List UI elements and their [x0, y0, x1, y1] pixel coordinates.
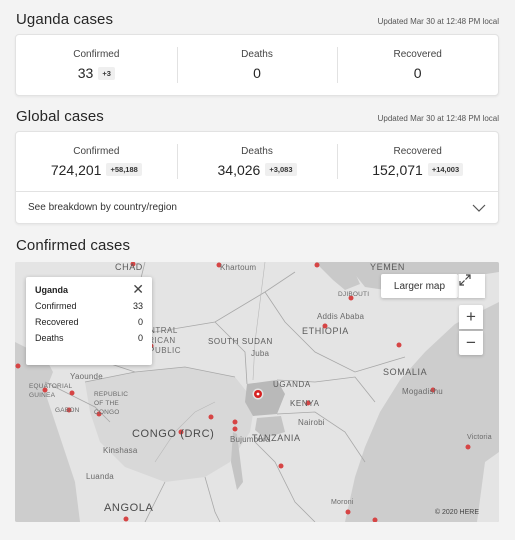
stat-delta-badge: +3,083	[265, 163, 297, 176]
larger-map-button[interactable]: Larger map	[381, 274, 458, 298]
map-label-chad: CHAD	[115, 262, 143, 272]
map-label-luanda: Luanda	[86, 472, 114, 481]
confirmed-section-header: Confirmed cases	[16, 237, 499, 254]
chevron-down-icon	[472, 199, 486, 217]
stat-delta-badge: +3	[98, 66, 115, 80]
uganda-stats-card: Confirmed 33 +3 Deaths 0 Recovered 0	[15, 34, 499, 96]
stat-value: 33	[77, 65, 94, 81]
uganda-confirmed-stat: Confirmed 33 +3	[16, 35, 177, 95]
map-label-south-sudan: SOUTH SUDAN	[208, 337, 273, 346]
breakdown-label: See breakdown by country/region	[28, 202, 177, 213]
zoom-in-button[interactable]: +	[459, 305, 483, 329]
map-label-tanzania: TANZANIA	[252, 433, 301, 443]
global-cases-title: Global cases	[16, 108, 104, 125]
map-background	[15, 262, 499, 522]
popup-title: Uganda	[35, 285, 69, 295]
popup-row-deaths: Deaths 0	[35, 333, 143, 343]
map-label-mogadishu: Mogadishu	[402, 387, 443, 396]
confirmed-cases-title: Confirmed cases	[16, 237, 131, 254]
global-section-header: Global cases Updated Mar 30 at 12:48 PM …	[16, 108, 499, 125]
popup-row-label: Deaths	[35, 333, 64, 343]
map-label-kinshasa: Kinshasa	[103, 446, 138, 455]
map-label-gabon: GABON	[55, 407, 80, 414]
zoom-out-button[interactable]: −	[459, 331, 483, 355]
stat-label: Confirmed	[73, 145, 120, 157]
global-stats-card: Confirmed 724,201 +58,188 Deaths 34,026 …	[15, 131, 499, 224]
popup-row-confirmed: Confirmed 33	[35, 301, 143, 311]
uganda-updated-time: Updated Mar 30 at 12:48 PM local	[377, 17, 499, 26]
uganda-section-header: Uganda cases Updated Mar 30 at 12:48 PM …	[16, 11, 499, 28]
popup-row-recovered: Recovered 0	[35, 317, 143, 327]
map-label-yemen: YEMEN	[370, 262, 406, 272]
map-copyright: © 2020 HERE	[434, 509, 479, 516]
popup-row-label: Recovered	[35, 317, 79, 327]
popup-row-value: 0	[137, 317, 143, 327]
breakdown-dropdown[interactable]: See breakdown by country/region	[16, 191, 498, 223]
map-label-uganda: UGANDA	[273, 380, 311, 389]
stat-value: 0	[413, 65, 422, 81]
stat-label: Recovered	[393, 145, 442, 157]
confirmed-cases-map[interactable]: CHAD Khartoum YEMEN DJIBOUTI Addis Ababa…	[15, 262, 499, 522]
stat-value: 34,026	[217, 161, 261, 178]
stat-delta-badge: +14,003	[427, 163, 464, 176]
stat-value: 724,201	[50, 161, 102, 178]
global-recovered-stat: Recovered 152,071 +14,003	[337, 132, 498, 191]
popup-row-value: 33	[132, 301, 143, 311]
map-label-khartoum: Khartoum	[220, 263, 257, 272]
uganda-deaths-stat: Deaths 0	[176, 35, 338, 95]
stat-value: 152,071	[372, 161, 423, 178]
map-label-equatorial-guinea: EQUATORIAL GUINEA	[29, 383, 73, 399]
map-label-victoria: Victoria	[467, 434, 492, 441]
global-updated-time: Updated Mar 30 at 12:48 PM local	[377, 114, 499, 123]
map-label-yaounde: Yaounde	[70, 372, 103, 381]
map-label-nairobi: Nairobi	[298, 418, 325, 427]
uganda-recovered-stat: Recovered 0	[337, 35, 498, 95]
map-label-juba: Juba	[251, 349, 270, 358]
map-label-car: CENTRAL AFRICAN REPUBLIC	[137, 326, 182, 355]
global-confirmed-stat: Confirmed 724,201 +58,188	[16, 132, 177, 191]
map-label-moroni: Moroni	[331, 499, 354, 506]
stat-label: Deaths	[241, 49, 273, 60]
popup-row-label: Confirmed	[35, 301, 77, 311]
map-label-ethiopia: ETHIOPIA	[302, 326, 349, 336]
map-label-angola: ANGOLA	[104, 502, 154, 514]
uganda-info-popup: Uganda ✕ Confirmed 33 Recovered 0 Deaths…	[26, 277, 152, 365]
stat-label: Confirmed	[73, 49, 120, 60]
uganda-cases-title: Uganda cases	[16, 11, 114, 28]
map-label-djibouti: DJIBOUTI	[338, 291, 370, 298]
stat-delta-badge: +58,188	[106, 163, 142, 176]
map-label-kenya: KENYA	[290, 399, 320, 408]
map-label-drc: CONGO (DRC)	[132, 428, 215, 440]
map-label-bujumbura: Bujumbura	[230, 435, 271, 444]
stat-label: Recovered	[393, 49, 442, 60]
expand-map-button[interactable]	[458, 274, 485, 298]
popup-row-value: 0	[137, 333, 143, 343]
stat-value: 0	[253, 65, 261, 81]
map-label-somalia: SOMALIA	[383, 367, 428, 377]
map-label-republic-of-the-congo: REPUBLIC OF THE CONGO	[94, 391, 129, 416]
global-deaths-stat: Deaths 34,026 +3,083	[176, 132, 338, 191]
close-icon[interactable]: ✕	[132, 281, 144, 297]
stat-label: Deaths	[241, 145, 273, 157]
map-label-addis-ababa: Addis Ababa	[317, 312, 365, 321]
